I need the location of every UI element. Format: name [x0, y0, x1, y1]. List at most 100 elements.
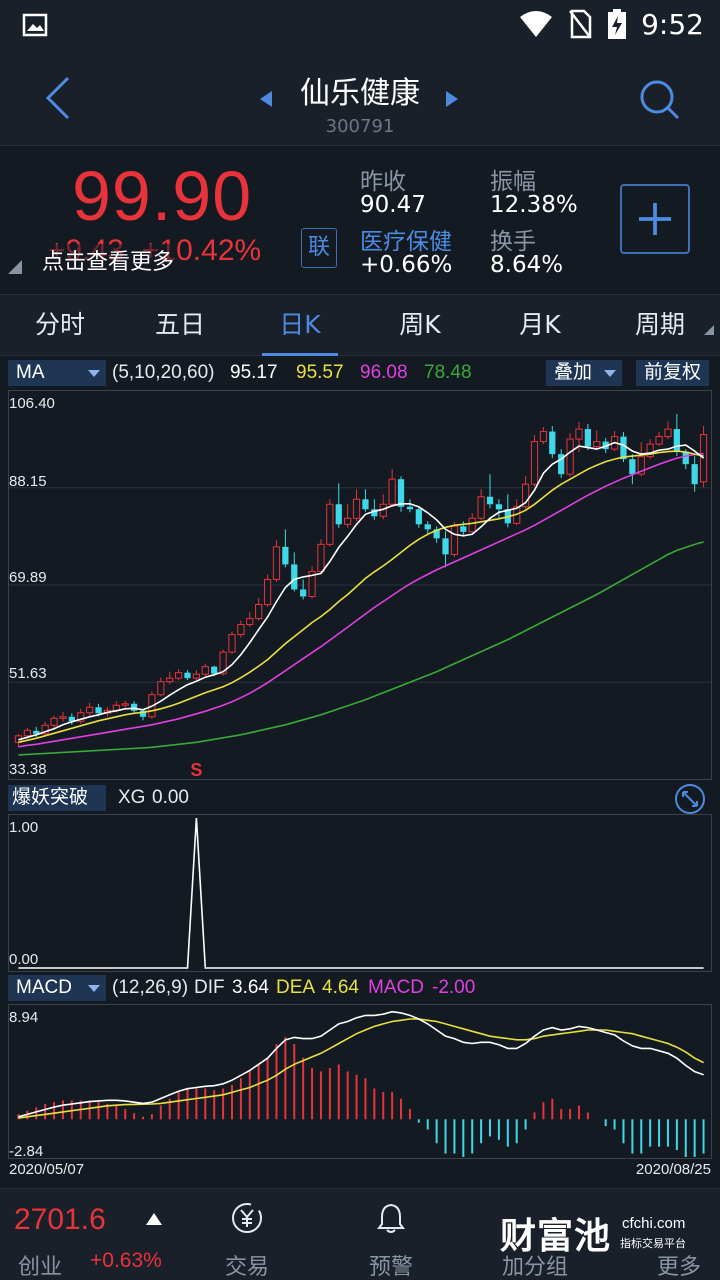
xg-label: XG: [118, 787, 146, 808]
candle-body: [308, 570, 316, 597]
kline-chart[interactable]: 106.40 88.15 69.89 51.63 33.38 S: [0, 390, 720, 780]
candle-body: [139, 710, 147, 717]
xg-line: [18, 817, 704, 969]
candle-body: [566, 438, 574, 475]
tab-weekly-k[interactable]: 周K: [399, 310, 441, 339]
tab-intraday[interactable]: 分时: [34, 310, 85, 339]
quote-panel[interactable]: 99.90 +9.43+10.42% 点击查看更多 联 昨收 90.47 医疗保…: [0, 146, 720, 294]
candle-body: [620, 436, 627, 460]
candle-body: [23, 729, 31, 737]
candle-body: [558, 454, 565, 475]
candle-body: [521, 483, 530, 508]
candle-body: [593, 441, 601, 448]
candle-body: [228, 634, 236, 653]
ma10-value: 95.57: [296, 362, 344, 383]
candle-body: [282, 546, 289, 565]
view-more-tip[interactable]: 点击查看更多: [40, 244, 177, 276]
index-value[interactable]: 2701.6: [14, 1203, 106, 1236]
nav-more[interactable]: 更多: [624, 1189, 720, 1280]
ma-indicator-bar: MA (5,10,20,60) 95.17 95.57 96.08 78.48 …: [0, 358, 720, 388]
candle-body: [575, 428, 583, 440]
candle-body: [157, 681, 165, 696]
macd-select-button[interactable]: MACD: [8, 975, 106, 1001]
candle-body: [219, 651, 227, 675]
ma-button-label: MA: [16, 362, 45, 383]
candle-body: [388, 478, 396, 505]
prev-stock-icon[interactable]: [258, 90, 274, 108]
candle-body: [272, 546, 281, 580]
candle-body: [442, 538, 449, 555]
tab-daily-k[interactable]: 日K: [240, 295, 360, 356]
candle-body: [41, 724, 49, 735]
ma-select-button[interactable]: MA: [8, 360, 106, 386]
tab-five-day[interactable]: 五日: [154, 310, 205, 339]
xg-indicator-bar: 爆妖突破 XG 0.00: [0, 783, 720, 815]
xg-chart[interactable]: 1.00 0.00: [0, 814, 720, 972]
tab-period[interactable]: 周期: [600, 295, 720, 355]
candle-body: [192, 673, 201, 679]
period-tabs: 分时 五日 日K 周K 月K 周期: [0, 294, 720, 356]
nav-more-label: 更多: [656, 1255, 701, 1280]
y-tick-label: 33.38: [9, 761, 47, 778]
adjust-button[interactable]: 前复权: [636, 360, 710, 386]
tab-monthly-k[interactable]: 月K: [519, 310, 561, 339]
candle-body: [317, 543, 325, 572]
tab-period-label: 周期: [634, 310, 685, 339]
index-name: 创业: [18, 1255, 63, 1280]
nav-add-group-label: 加分组: [501, 1255, 568, 1280]
candle-body: [184, 672, 191, 679]
candle-body: [255, 603, 263, 620]
add-watchlist-button[interactable]: [620, 184, 690, 254]
y-tick-label: 69.89: [9, 569, 47, 586]
candle-body: [68, 716, 75, 722]
candle-body: [415, 509, 422, 525]
next-stock-icon[interactable]: [444, 90, 460, 108]
ma60-value: 78.48: [424, 362, 472, 383]
ma5-value: 95.17: [230, 362, 278, 383]
xg-select-button[interactable]: 爆妖突破: [8, 785, 106, 811]
candle-body: [539, 431, 548, 443]
stock-name: 仙乐健康: [300, 76, 420, 111]
nav-add-group[interactable]: 加分组: [480, 1189, 590, 1280]
nav-trade[interactable]: 交易: [192, 1189, 302, 1280]
prev-close-value: 90.47: [360, 192, 426, 218]
dropdown-corner-icon: [704, 325, 714, 335]
candle-body: [121, 703, 129, 706]
logo-domain: cfchi.com: [622, 1215, 686, 1232]
candle-body: [33, 730, 40, 734]
candle-body: [371, 509, 378, 517]
logo-text: 财富池: [500, 1216, 612, 1257]
candle-body: [486, 496, 494, 505]
dif-value: 3.64: [232, 977, 269, 998]
candle-body: [344, 517, 352, 525]
y-tick-label: 51.63: [9, 665, 47, 682]
header: 仙乐健康 300791: [0, 50, 720, 146]
candle-body: [664, 428, 672, 438]
stock-title[interactable]: 仙乐健康 300791: [0, 68, 720, 137]
status-bar: 9:52: [0, 0, 720, 50]
linked-button[interactable]: 联: [301, 228, 337, 268]
candle-body: [291, 564, 298, 590]
ma-params: (5,10,20,60): [112, 362, 215, 383]
candle-body: [86, 706, 94, 714]
overlay-button[interactable]: 叠加: [546, 360, 622, 386]
candle-body: [397, 479, 405, 507]
macd-params: (12,26,9): [112, 977, 189, 998]
candle-body: [95, 707, 102, 714]
fullscreen-icon[interactable]: [674, 783, 706, 815]
dea-label: DEA: [276, 977, 316, 998]
sector-link[interactable]: 医疗保健: [360, 229, 452, 255]
candle-body: [655, 436, 663, 445]
ma20-line: [18, 452, 704, 748]
nav-alert[interactable]: 预警: [336, 1189, 446, 1280]
expand-corner-icon: [8, 260, 22, 274]
back-icon[interactable]: [38, 74, 78, 122]
ma20-value: 96.08: [360, 362, 408, 383]
bell-icon: [377, 1203, 405, 1233]
y-tick-label: 106.40: [9, 395, 55, 412]
search-icon[interactable]: [636, 76, 682, 122]
dif-line: [18, 1010, 704, 1118]
x-end-label: 2020/08/25: [636, 1161, 711, 1178]
y-tick-label: -2.84: [9, 1143, 43, 1160]
